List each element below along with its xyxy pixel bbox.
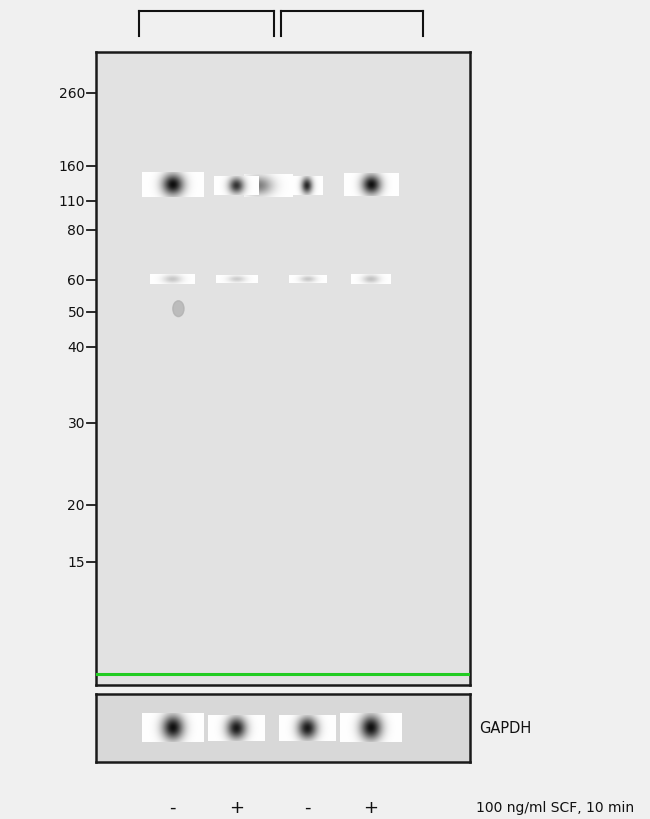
Text: -: - <box>170 798 176 816</box>
Text: 60: 60 <box>68 274 85 287</box>
Text: 15: 15 <box>68 555 85 569</box>
Text: +: + <box>229 798 244 816</box>
Text: GAPDH: GAPDH <box>479 721 532 735</box>
Text: -: - <box>304 798 311 816</box>
Text: 260: 260 <box>58 88 85 102</box>
Text: 100 ng/ml SCF, 10 min: 100 ng/ml SCF, 10 min <box>476 799 634 814</box>
Text: 80: 80 <box>68 224 85 238</box>
Text: 110: 110 <box>58 195 85 209</box>
Text: 30: 30 <box>68 416 85 430</box>
Text: 50: 50 <box>68 305 85 319</box>
Text: 160: 160 <box>58 160 85 174</box>
Text: 20: 20 <box>68 498 85 513</box>
Text: 40: 40 <box>68 340 85 355</box>
Text: +: + <box>363 798 378 816</box>
Ellipse shape <box>173 301 184 317</box>
